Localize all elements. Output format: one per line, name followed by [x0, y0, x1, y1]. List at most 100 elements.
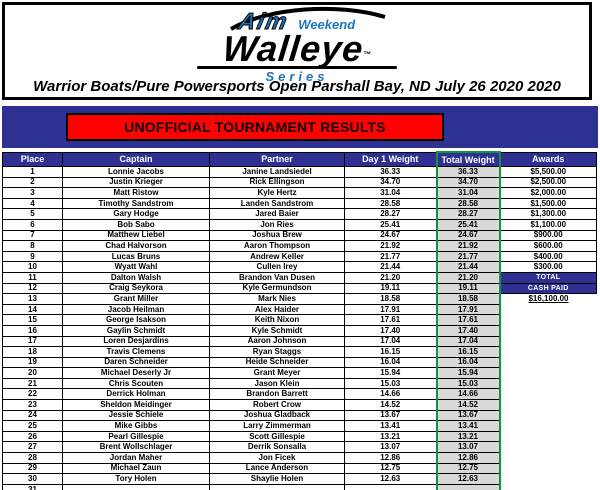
header-awards: Awards — [499, 151, 597, 167]
day1-weight-cell: 18.58 — [344, 293, 437, 305]
total-weight-cell: 15.94 — [435, 367, 501, 379]
place-cell: 23 — [2, 399, 63, 411]
header-partner: Partner — [209, 151, 345, 167]
award-cell: $1,300.00 — [499, 208, 597, 220]
total-weight-cell: 14.52 — [435, 399, 501, 411]
place-cell: 28 — [2, 452, 63, 464]
total-weight-cell: 36.33 — [435, 166, 501, 178]
total-weight-cell: 21.20 — [435, 271, 501, 284]
captain-cell: Daren Schneider — [62, 356, 210, 369]
award-cell: $900.00 — [499, 229, 597, 242]
table-header-row: Place Captain Partner Day 1 Weight Total… — [2, 151, 597, 167]
day1-weight-cell: 19.11 — [344, 282, 437, 295]
partner-cell: Larry Zimmerman — [209, 420, 345, 432]
award-cell: $400.00 — [499, 250, 597, 263]
table-row: 15 George Isakson Keith Nixon 17.61 17.61 — [2, 314, 597, 326]
place-cell: 18 — [2, 346, 63, 358]
place-cell: 15 — [2, 314, 63, 326]
results-table: Place Captain Partner Day 1 Weight Total… — [2, 151, 597, 490]
total-weight-cell: 13.07 — [435, 441, 501, 454]
day1-weight-cell: 13.41 — [344, 420, 437, 432]
captain-cell: Jordan Maher — [62, 452, 210, 464]
total-weight-cell — [435, 483, 501, 490]
table-row: 17 Loren Desjardins Aaron Johnson 17.04 17.0… — [2, 335, 597, 348]
day1-weight-cell: 25.41 — [344, 218, 437, 231]
place-cell: 5 — [2, 208, 63, 220]
partner-cell: Aaron Thompson — [209, 240, 345, 252]
place-cell: 10 — [2, 261, 63, 273]
day1-weight-cell: 21.44 — [344, 261, 437, 273]
award-cell — [499, 452, 597, 464]
total-weight-cell: 28.27 — [435, 208, 501, 220]
total-weight-cell: 28.58 — [435, 197, 501, 210]
table-row: 6 Bob Sabo Jon Ries 25.41 25.41 $1,100.00 — [2, 218, 597, 231]
table-row: 28 Jordan Maher Jon Ficek 12.86 12.86 — [2, 452, 597, 464]
captain-cell: Chad Halvorson — [62, 240, 210, 252]
logo-swoosh-icon — [229, 6, 386, 31]
partner-cell: Kyle Schmidt — [209, 324, 345, 337]
award-cell — [499, 410, 597, 421]
award-cell — [499, 473, 597, 485]
captain-cell: Brent Wollschlager — [62, 441, 210, 454]
table-row: 21 Chris Scouten Jason Klein 15.03 15.03 — [2, 377, 597, 390]
captain-cell: Jessie Schiele — [62, 409, 210, 422]
captain-cell: Gaylin Schmidt — [62, 324, 210, 337]
captain-cell: Grant Miller — [62, 293, 210, 305]
table-row: 1 Lonnie Jacobs Janine Landsiedel 36.33 36.3… — [2, 166, 597, 178]
place-cell: 26 — [2, 430, 63, 443]
total-weight-cell: 17.61 — [435, 314, 501, 326]
total-weight-cell: 21.92 — [435, 240, 501, 252]
total-weight-cell: 17.91 — [435, 303, 501, 316]
award-cell — [499, 420, 597, 432]
day1-weight-cell: 15.03 — [344, 377, 437, 390]
day1-weight-cell: 16.04 — [344, 356, 437, 369]
table-row: 25 Mike Gibbs Larry Zimmerman 13.41 13.41 — [2, 420, 597, 432]
partner-cell: Jason Klein — [209, 377, 345, 390]
place-cell: 29 — [2, 462, 63, 475]
day1-weight-cell: 15.94 — [344, 367, 437, 379]
place-cell: 30 — [2, 473, 63, 485]
captain-cell: Matt Ristow — [62, 187, 210, 199]
table-row: 12 Craig Seykora Kyle Germundson 19.11 19.11… — [2, 282, 597, 295]
partner-cell: Jared Baier — [209, 208, 345, 220]
partner-cell: Kyle Germundson — [209, 282, 345, 295]
day1-weight-cell: 13.67 — [344, 409, 437, 422]
captain-cell: Jacob Heilman — [62, 303, 210, 316]
captain-cell: Pearl Gillespie — [62, 430, 210, 443]
table-row: 5 Gary Hodge Jared Baier 28.27 28.27 $1,300.0… — [2, 208, 597, 220]
partner-cell: Janine Landsiedel — [209, 166, 345, 178]
day1-weight-cell: 34.70 — [344, 176, 437, 189]
place-cell: 4 — [2, 197, 63, 210]
partner-cell: Landen Sandstrom — [209, 197, 345, 210]
partner-cell: Ryan Staggs — [209, 346, 345, 358]
place-cell: 27 — [2, 441, 63, 454]
header-captain: Captain — [62, 151, 210, 167]
table-row: 3 Matt Ristow Kyle Hertz 31.04 31.04 $2,000.0… — [2, 187, 597, 199]
captain-cell — [62, 483, 210, 490]
day1-weight-cell: 14.52 — [344, 399, 437, 411]
award-cell — [499, 388, 597, 400]
total-weight-cell: 31.04 — [435, 187, 501, 199]
total-weight-cell: 25.41 — [435, 218, 501, 231]
total-weight-cell: 16.15 — [435, 346, 501, 358]
partner-cell: Cullen Irey — [209, 261, 345, 273]
captain-cell: Wyatt Wahl — [62, 261, 210, 273]
place-cell: 7 — [2, 229, 63, 242]
table-row: 9 Lucas Bruns Andrew Keller 21.77 21.77 $400.… — [2, 250, 597, 263]
award-cell: $5,500.00 — [499, 166, 597, 178]
award-cell: $2,500.00 — [499, 176, 597, 189]
partner-cell: Derrik Sonsalla — [209, 441, 345, 454]
partner-cell — [209, 483, 345, 490]
total-weight-cell: 16.04 — [435, 356, 501, 369]
day1-weight-cell: 21.77 — [344, 250, 437, 263]
total-weight-cell: 13.21 — [435, 430, 501, 443]
partner-cell: Kyle Hertz — [209, 187, 345, 199]
place-cell: 25 — [2, 420, 63, 432]
award-cell — [499, 378, 597, 389]
partner-cell: Aaron Johnson — [209, 335, 345, 348]
table-row: 18 Travis Clemens Ryan Staggs 16.15 16.15 — [2, 346, 597, 358]
award-cell — [499, 399, 597, 411]
banner-band: UNOFFICIAL TOURNAMENT RESULTS — [2, 106, 598, 148]
award-cell — [499, 357, 597, 368]
captain-cell: Tory Holen — [62, 473, 210, 485]
